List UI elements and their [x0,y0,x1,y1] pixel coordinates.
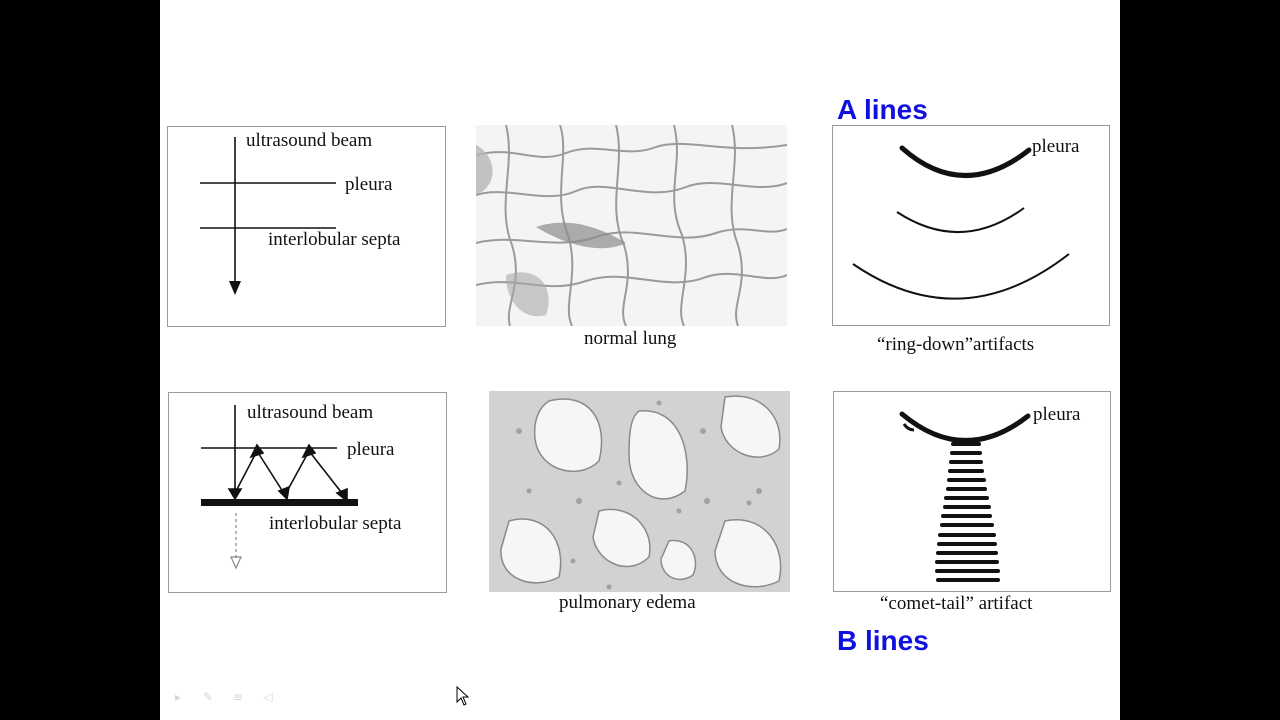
pulmonary-edema-histology [489,391,790,592]
edema-beam-lines [201,405,358,570]
normal-lung-caption: normal lung [584,328,677,349]
speaker-icon[interactable]: ◁ [263,690,273,704]
mouse-cursor-icon [456,685,470,706]
normal-lung-histology [476,125,787,326]
edema-septa-label: interlobular septa [269,513,402,534]
pleura-label: pleura [345,174,393,195]
a-lines-diagram: pleura [832,125,1110,326]
b-lines-heading: B lines [837,625,929,656]
normal-beam-diagram: ultrasound beam pleura interlobular sept… [167,126,446,327]
normal-beam-lines [200,137,336,295]
slide: A lines B lines ultrasound beam pleura i… [160,0,1120,720]
a-lines-arcs [852,145,1070,300]
b-lines-pleura-label: pleura [1033,404,1081,425]
edema-pleura-label: pleura [347,439,395,460]
pen-icon[interactable]: ✎ [202,690,214,704]
pointer-icon[interactable]: ▸ [174,690,182,704]
b-lines-diagram: pleura [833,391,1111,592]
a-lines-heading: A lines [837,94,928,125]
ring-down-caption: “ring-down”artifacts [877,334,1035,355]
edema-beam-label: ultrasound beam [247,402,374,423]
beam-label: ultrasound beam [246,130,373,151]
b-lines-comet-tail [899,411,1031,582]
comet-tail-caption: “comet-tail” artifact [880,593,1033,614]
a-lines-pleura-label: pleura [1032,136,1080,157]
septa-label: interlobular septa [268,229,401,250]
pulmonary-edema-caption: pulmonary edema [559,592,696,613]
menu-icon[interactable]: ≡ [232,690,244,704]
slideshow-toolbar[interactable]: ▸ ✎ ≡ ◁ [170,690,276,704]
edema-beam-diagram: ultrasound beam pleura interlobular sept… [168,392,447,593]
